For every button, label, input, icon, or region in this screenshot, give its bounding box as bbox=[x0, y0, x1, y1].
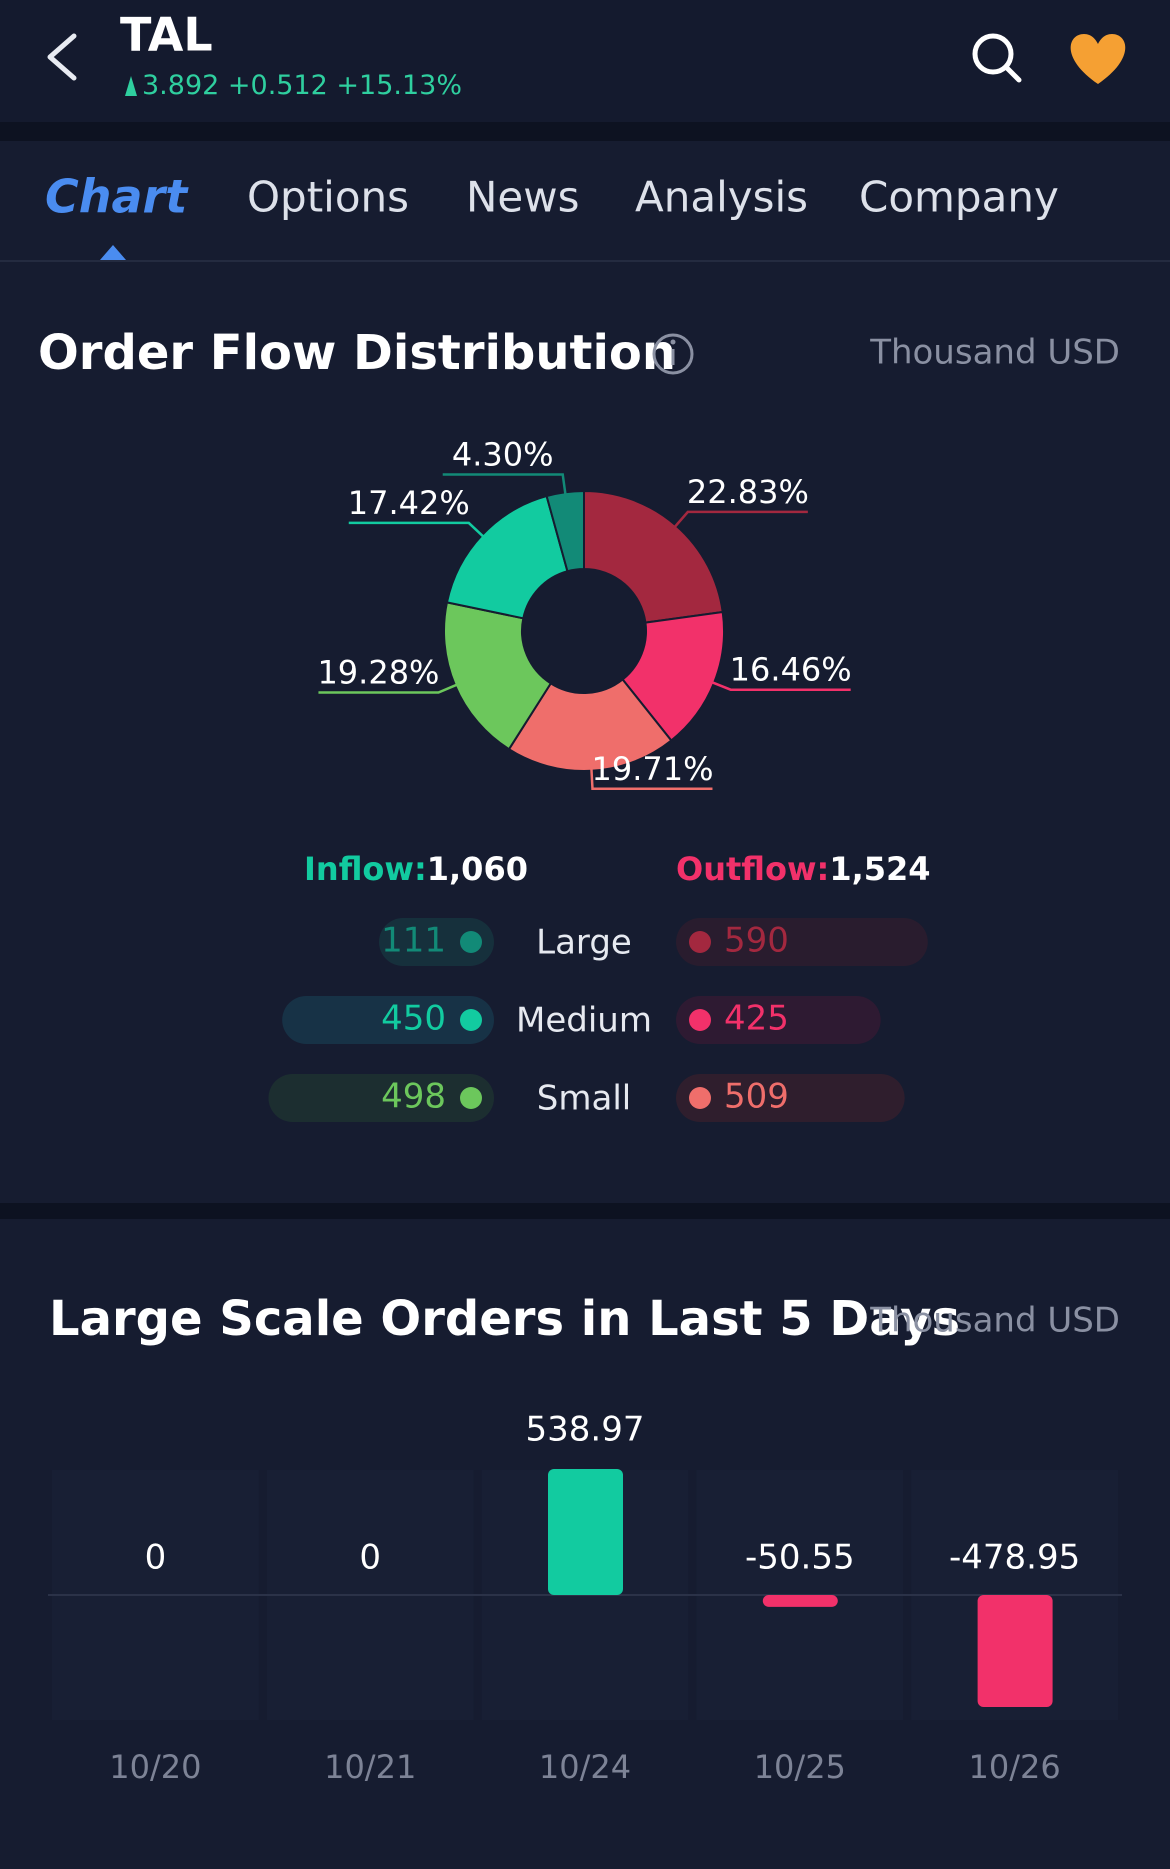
leader-line bbox=[348, 521, 486, 539]
slice-label: 17.42% bbox=[348, 484, 470, 522]
leader-line bbox=[318, 682, 460, 694]
outflow-dot bbox=[689, 931, 711, 953]
inflow-label: Inflow: bbox=[304, 850, 427, 888]
bar-chart: 0 10/20 0 10/21 538.97 10/24 -50.55 10/25 -478.9… bbox=[48, 1410, 1122, 1786]
tab[interactable]: News bbox=[466, 173, 580, 222]
search-icon bbox=[972, 33, 1014, 75]
inflow-total: 1,060 bbox=[427, 850, 528, 888]
x-tick-label: 10/21 bbox=[324, 1748, 416, 1786]
search-icon bbox=[1003, 64, 1022, 83]
donut-chart: 22.83% 16.46% 19.71% 19.28% 17.42% 4.30% bbox=[317, 435, 852, 791]
value-label: -50.55 bbox=[745, 1538, 855, 1578]
x-tick-label: 10/26 bbox=[968, 1748, 1060, 1786]
outflow-pill bbox=[676, 918, 928, 966]
tab[interactable]: Analysis bbox=[635, 173, 808, 222]
donut-slice bbox=[507, 678, 673, 772]
info-icon bbox=[670, 339, 676, 345]
outflow-value: 425 bbox=[724, 999, 789, 1039]
outflow-dot bbox=[689, 1009, 711, 1031]
info-icon bbox=[652, 333, 694, 375]
price: 3.892 bbox=[142, 70, 219, 101]
x-tick-label: 10/25 bbox=[754, 1748, 846, 1786]
value-label: 538.97 bbox=[526, 1410, 645, 1450]
donut-slice bbox=[583, 489, 724, 624]
section-title: Order Flow Distribution bbox=[38, 325, 676, 381]
up-icon bbox=[125, 76, 137, 96]
section-gap bbox=[0, 1203, 1170, 1219]
tab[interactable]: Company bbox=[859, 173, 1059, 222]
inflow-dot bbox=[460, 931, 482, 953]
slice-label: 19.71% bbox=[591, 750, 713, 788]
outflow-summary: Outflow:1,524 bbox=[676, 850, 931, 888]
leader-line bbox=[590, 766, 713, 791]
donut-slice bbox=[545, 489, 585, 573]
slice-label: 16.46% bbox=[730, 651, 852, 689]
outflow-label: Outflow: bbox=[676, 850, 829, 888]
section-title: Large Scale Orders in Last 5 Days bbox=[49, 1291, 960, 1347]
tab-bar: Chart Options News Analysis Company bbox=[45, 170, 1059, 224]
inflow-dot bbox=[460, 1009, 482, 1031]
row-name: Large bbox=[536, 923, 632, 963]
flow-rows: 111 Large 590 450 Medium 425 498 Small 509 bbox=[268, 918, 928, 1122]
inflow-value: 450 bbox=[381, 999, 446, 1039]
bar bbox=[548, 1469, 623, 1595]
ticker: TAL bbox=[120, 8, 213, 62]
inflow-pill bbox=[378, 918, 494, 966]
slice-label: 19.28% bbox=[317, 653, 439, 691]
search-button[interactable] bbox=[972, 33, 1022, 83]
row-name: Small bbox=[537, 1079, 631, 1119]
value-label: 0 bbox=[145, 1538, 167, 1578]
change-pct: +15.13% bbox=[336, 70, 462, 101]
value-label: -478.95 bbox=[949, 1538, 1080, 1578]
outflow-total: 1,524 bbox=[829, 850, 930, 888]
leader-line bbox=[672, 510, 808, 530]
header-gap bbox=[0, 122, 1170, 141]
slice-label: 22.83% bbox=[687, 473, 809, 511]
outflow-pill bbox=[676, 996, 881, 1044]
outflow-value: 509 bbox=[724, 1077, 789, 1117]
inflow-value: 111 bbox=[381, 921, 446, 961]
inflow-pill bbox=[268, 1074, 494, 1122]
tab[interactable]: Chart bbox=[45, 170, 189, 224]
bar bbox=[977, 1595, 1053, 1707]
info-button[interactable] bbox=[652, 333, 694, 375]
inflow-value: 498 bbox=[381, 1077, 446, 1117]
outflow-dot bbox=[689, 1087, 711, 1109]
inflow-pill bbox=[282, 996, 494, 1044]
bar bbox=[762, 1595, 838, 1607]
x-tick-label: 10/20 bbox=[109, 1748, 201, 1786]
favorite-button[interactable] bbox=[1070, 34, 1126, 84]
outflow-pill bbox=[676, 1074, 905, 1122]
outflow-value: 590 bbox=[724, 921, 789, 961]
inflow-dot bbox=[460, 1087, 482, 1109]
unit-label: Thousand USD bbox=[869, 1301, 1120, 1341]
row-name: Medium bbox=[516, 1001, 652, 1041]
tab[interactable]: Options bbox=[247, 173, 409, 222]
change: +0.512 bbox=[228, 70, 328, 101]
unit-label: Thousand USD bbox=[869, 333, 1120, 373]
donut-slice bbox=[443, 601, 553, 751]
back-button[interactable] bbox=[47, 33, 77, 81]
slice-label: 4.30% bbox=[452, 435, 554, 473]
donut-slice bbox=[445, 494, 569, 620]
value-label: 0 bbox=[359, 1538, 381, 1578]
leader-line bbox=[442, 473, 567, 497]
section-bg bbox=[0, 141, 1170, 1203]
donut-slice bbox=[621, 610, 725, 742]
x-tick-label: 10/24 bbox=[539, 1748, 631, 1786]
tab-indicator bbox=[100, 245, 126, 260]
quote: 3.892 +0.512 +15.13% bbox=[142, 70, 462, 101]
inflow-summary: Inflow:1,060 bbox=[304, 850, 528, 888]
leader-line bbox=[709, 680, 851, 691]
